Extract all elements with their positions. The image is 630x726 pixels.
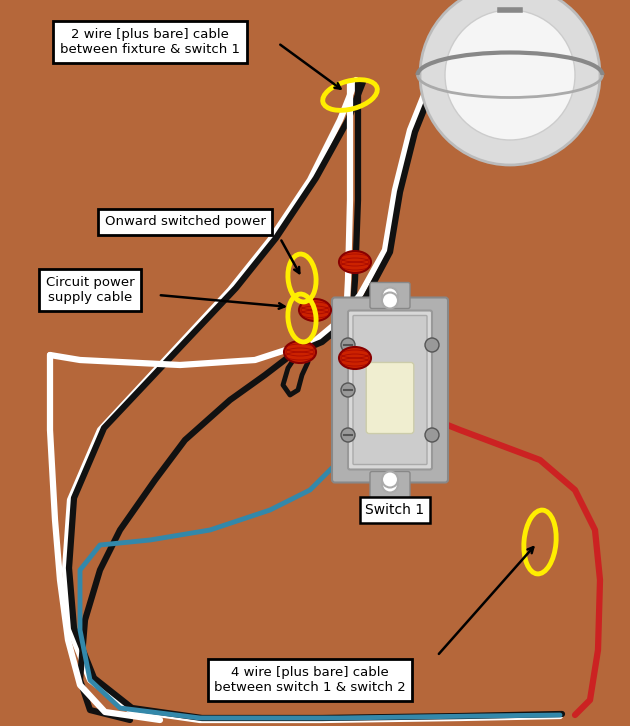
Ellipse shape <box>339 251 371 273</box>
Text: 2 wire [plus bare] cable
between fixture & switch 1: 2 wire [plus bare] cable between fixture… <box>60 28 240 56</box>
Circle shape <box>382 287 398 303</box>
FancyBboxPatch shape <box>332 298 448 483</box>
FancyBboxPatch shape <box>353 316 427 465</box>
FancyBboxPatch shape <box>370 471 410 497</box>
Circle shape <box>425 338 439 352</box>
Circle shape <box>382 471 398 487</box>
Circle shape <box>445 10 575 140</box>
Circle shape <box>341 338 355 352</box>
Circle shape <box>425 428 439 442</box>
FancyBboxPatch shape <box>370 282 410 309</box>
Circle shape <box>420 0 600 165</box>
FancyBboxPatch shape <box>348 311 432 470</box>
FancyBboxPatch shape <box>366 362 414 433</box>
Ellipse shape <box>339 347 371 369</box>
Text: Switch 1: Switch 1 <box>365 503 425 517</box>
Circle shape <box>341 428 355 442</box>
Text: 4 wire [plus bare] cable
between switch 1 & switch 2: 4 wire [plus bare] cable between switch … <box>214 666 406 694</box>
Circle shape <box>341 383 355 397</box>
Text: Onward switched power: Onward switched power <box>105 216 265 229</box>
Circle shape <box>382 476 398 492</box>
Circle shape <box>382 293 398 309</box>
Ellipse shape <box>284 341 316 363</box>
Text: Circuit power
supply cable: Circuit power supply cable <box>46 276 134 304</box>
Ellipse shape <box>299 299 331 321</box>
